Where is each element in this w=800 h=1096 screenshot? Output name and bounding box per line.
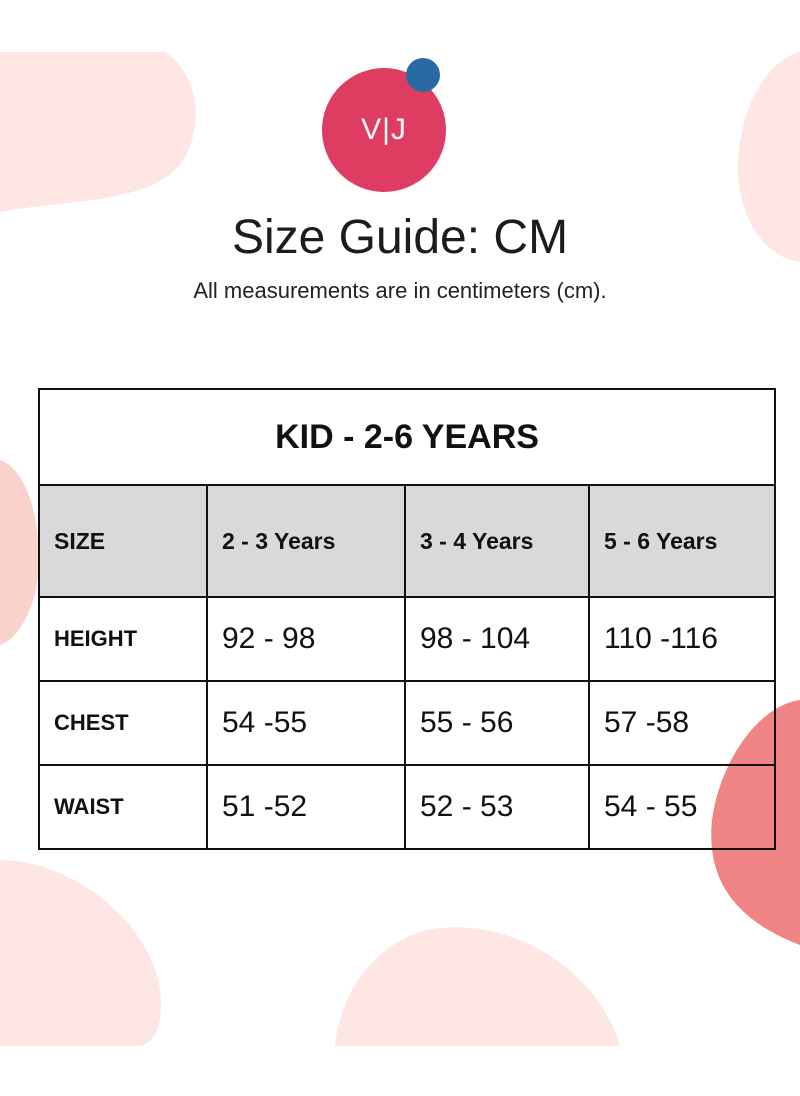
table-cell: 51 -52 bbox=[206, 764, 406, 850]
page-title: Size Guide: CM bbox=[231, 211, 569, 264]
column-header-size: SIZE bbox=[38, 484, 208, 598]
logo-accent-dot bbox=[406, 58, 440, 92]
table-caption: KID - 2-6 YEARS bbox=[37, 388, 777, 486]
blob-left-middle bbox=[0, 460, 39, 645]
table-row-chest: CHEST 54 -55 55 - 56 57 -58 bbox=[38, 680, 777, 766]
column-header-3-4-years: 3 - 4 Years bbox=[404, 484, 590, 598]
blob-top-left bbox=[0, 52, 196, 212]
table-cell: 57 -58 bbox=[587, 680, 777, 766]
blob-bottom-center bbox=[335, 927, 620, 1046]
table-cell: 98 - 104 bbox=[404, 596, 590, 682]
row-label: WAIST bbox=[38, 764, 208, 850]
table-cell: 92 - 98 bbox=[206, 596, 406, 682]
table-header-row: SIZE 2 - 3 Years 3 - 4 Years 5 - 6 Years bbox=[38, 484, 777, 598]
blob-top-right bbox=[737, 52, 800, 262]
table-cell: 55 - 56 bbox=[404, 680, 590, 766]
row-label: CHEST bbox=[38, 680, 208, 766]
column-header-5-6-years: 5 - 6 Years bbox=[587, 484, 777, 598]
table-row-height: HEIGHT 92 - 98 98 - 104 110 -116 bbox=[38, 596, 777, 682]
table-cell: 110 -116 bbox=[587, 596, 777, 682]
table-cell: 52 - 53 bbox=[404, 764, 590, 850]
column-header-2-3-years: 2 - 3 Years bbox=[206, 484, 406, 598]
table-row-waist: WAIST 51 -52 52 - 53 54 - 55 bbox=[38, 764, 777, 850]
brand-logo-text: V|J bbox=[361, 113, 407, 146]
page-subtitle: All measurements are in centimeters (cm)… bbox=[193, 278, 607, 303]
blob-bottom-left bbox=[0, 860, 161, 1046]
table-cell: 54 - 55 bbox=[587, 764, 777, 850]
row-label: HEIGHT bbox=[38, 596, 208, 682]
size-chart-table: KID - 2-6 YEARS SIZE 2 - 3 Years 3 - 4 Y… bbox=[37, 388, 777, 850]
table-cell: 54 -55 bbox=[206, 680, 406, 766]
